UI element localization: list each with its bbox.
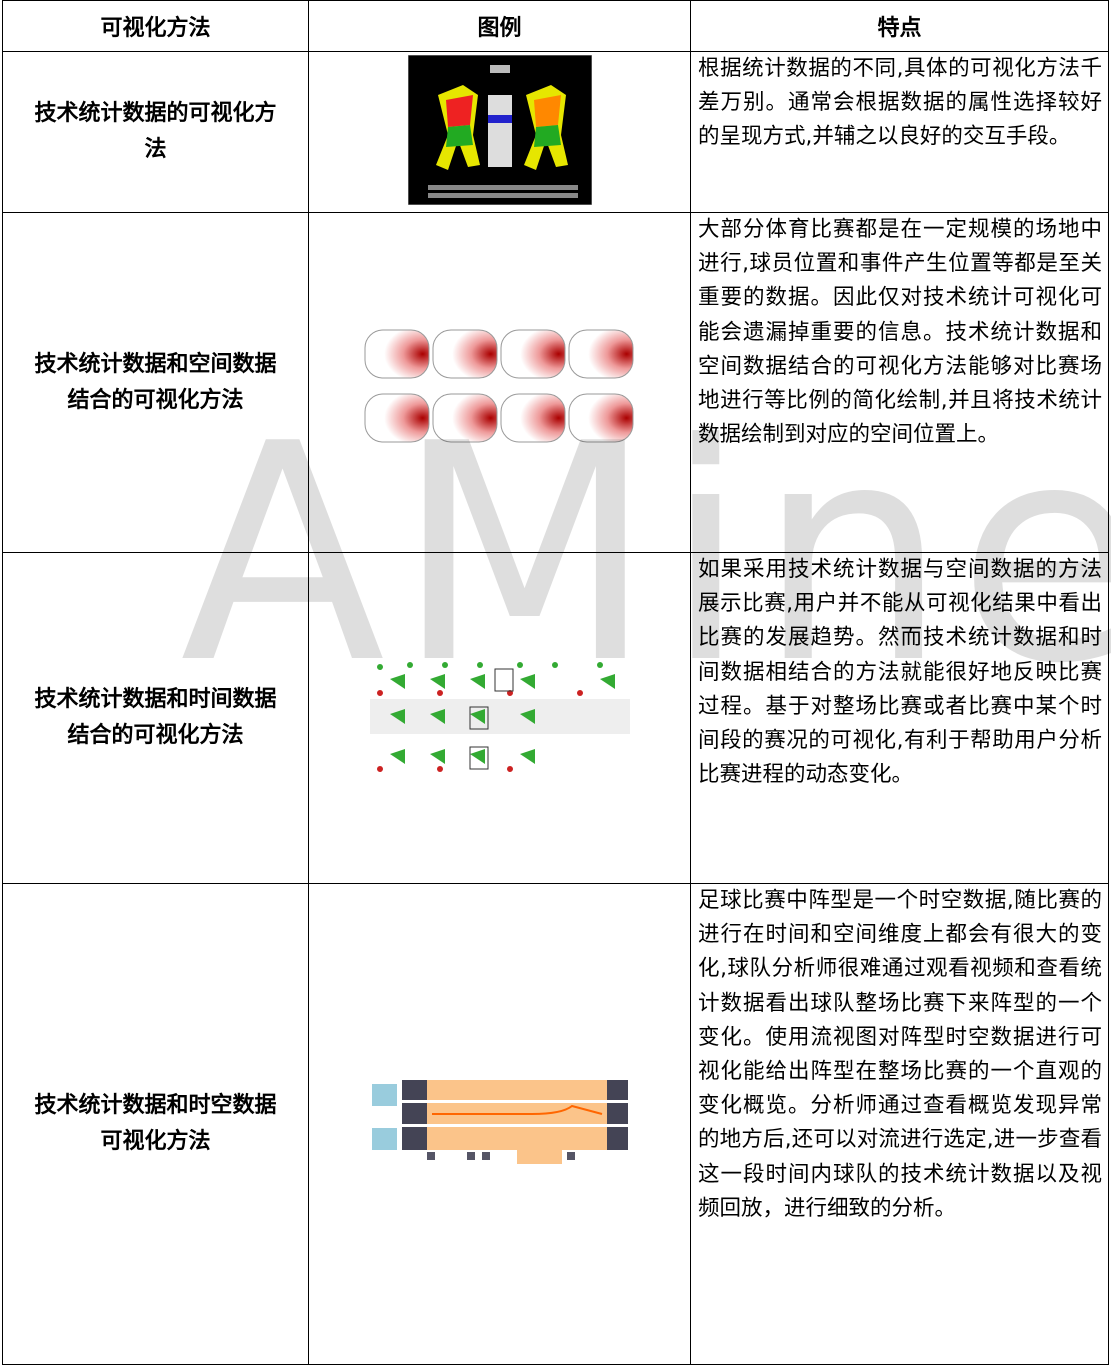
illustration [371, 1080, 628, 1164]
header-cell: 可视化方法 [2, 0, 309, 52]
description: 大部分体育比赛都是在一定规模的场地中进行,球员位置和事件产生位置等都是至关重要的… [690, 212, 1109, 553]
method: 技术统计数据和时间数据结合的可视化方法 [2, 552, 309, 884]
header-cell: 图例 [308, 0, 691, 52]
header-row: 可视化方法 图例 特点 [2, 0, 1109, 52]
row: 技术统计数据和时间数据结合的可视化方法 如果采用技术统计数据与空间数据的方法展示… [2, 552, 1109, 884]
illustration-cell [308, 552, 691, 884]
description: 如果采用技术统计数据与空间数据的方法展示比赛,用户并不能从可视化结果中看出比赛的… [690, 552, 1109, 884]
header-cell: 特点 [690, 0, 1109, 52]
method: 技术统计数据和时空数据可视化方法 [2, 883, 309, 1365]
illustration-cell [308, 212, 691, 553]
row: 技术统计数据和时空数据可视化方法 足球比赛中阵型是一个时空数据,随比赛的进行在时… [2, 883, 1109, 1365]
description: 根据统计数据的不同,具体的可视化方法千差万别。通常会根据数据的属性选择较好的呈现… [690, 51, 1109, 213]
row: 技术统计数据的可视化方法 根据统计数据的不同,具体的可视化方法千差万别。通常会根… [2, 51, 1109, 213]
illustration [369, 661, 630, 772]
illustration [364, 329, 633, 442]
illustration-cell [308, 51, 691, 213]
description: 足球比赛中阵型是一个时空数据,随比赛的进行在时间和空间维度上都会有很大的变化,球… [690, 883, 1109, 1365]
illustration [407, 54, 592, 206]
illustration-cell [308, 883, 691, 1365]
method: 技术统计数据的可视化方法 [2, 51, 309, 213]
row: 技术统计数据和空间数据结合的可视化方法 大部分体育比赛都是在一定规模的场地中进行… [2, 212, 1109, 553]
method: 技术统计数据和空间数据结合的可视化方法 [2, 212, 309, 553]
